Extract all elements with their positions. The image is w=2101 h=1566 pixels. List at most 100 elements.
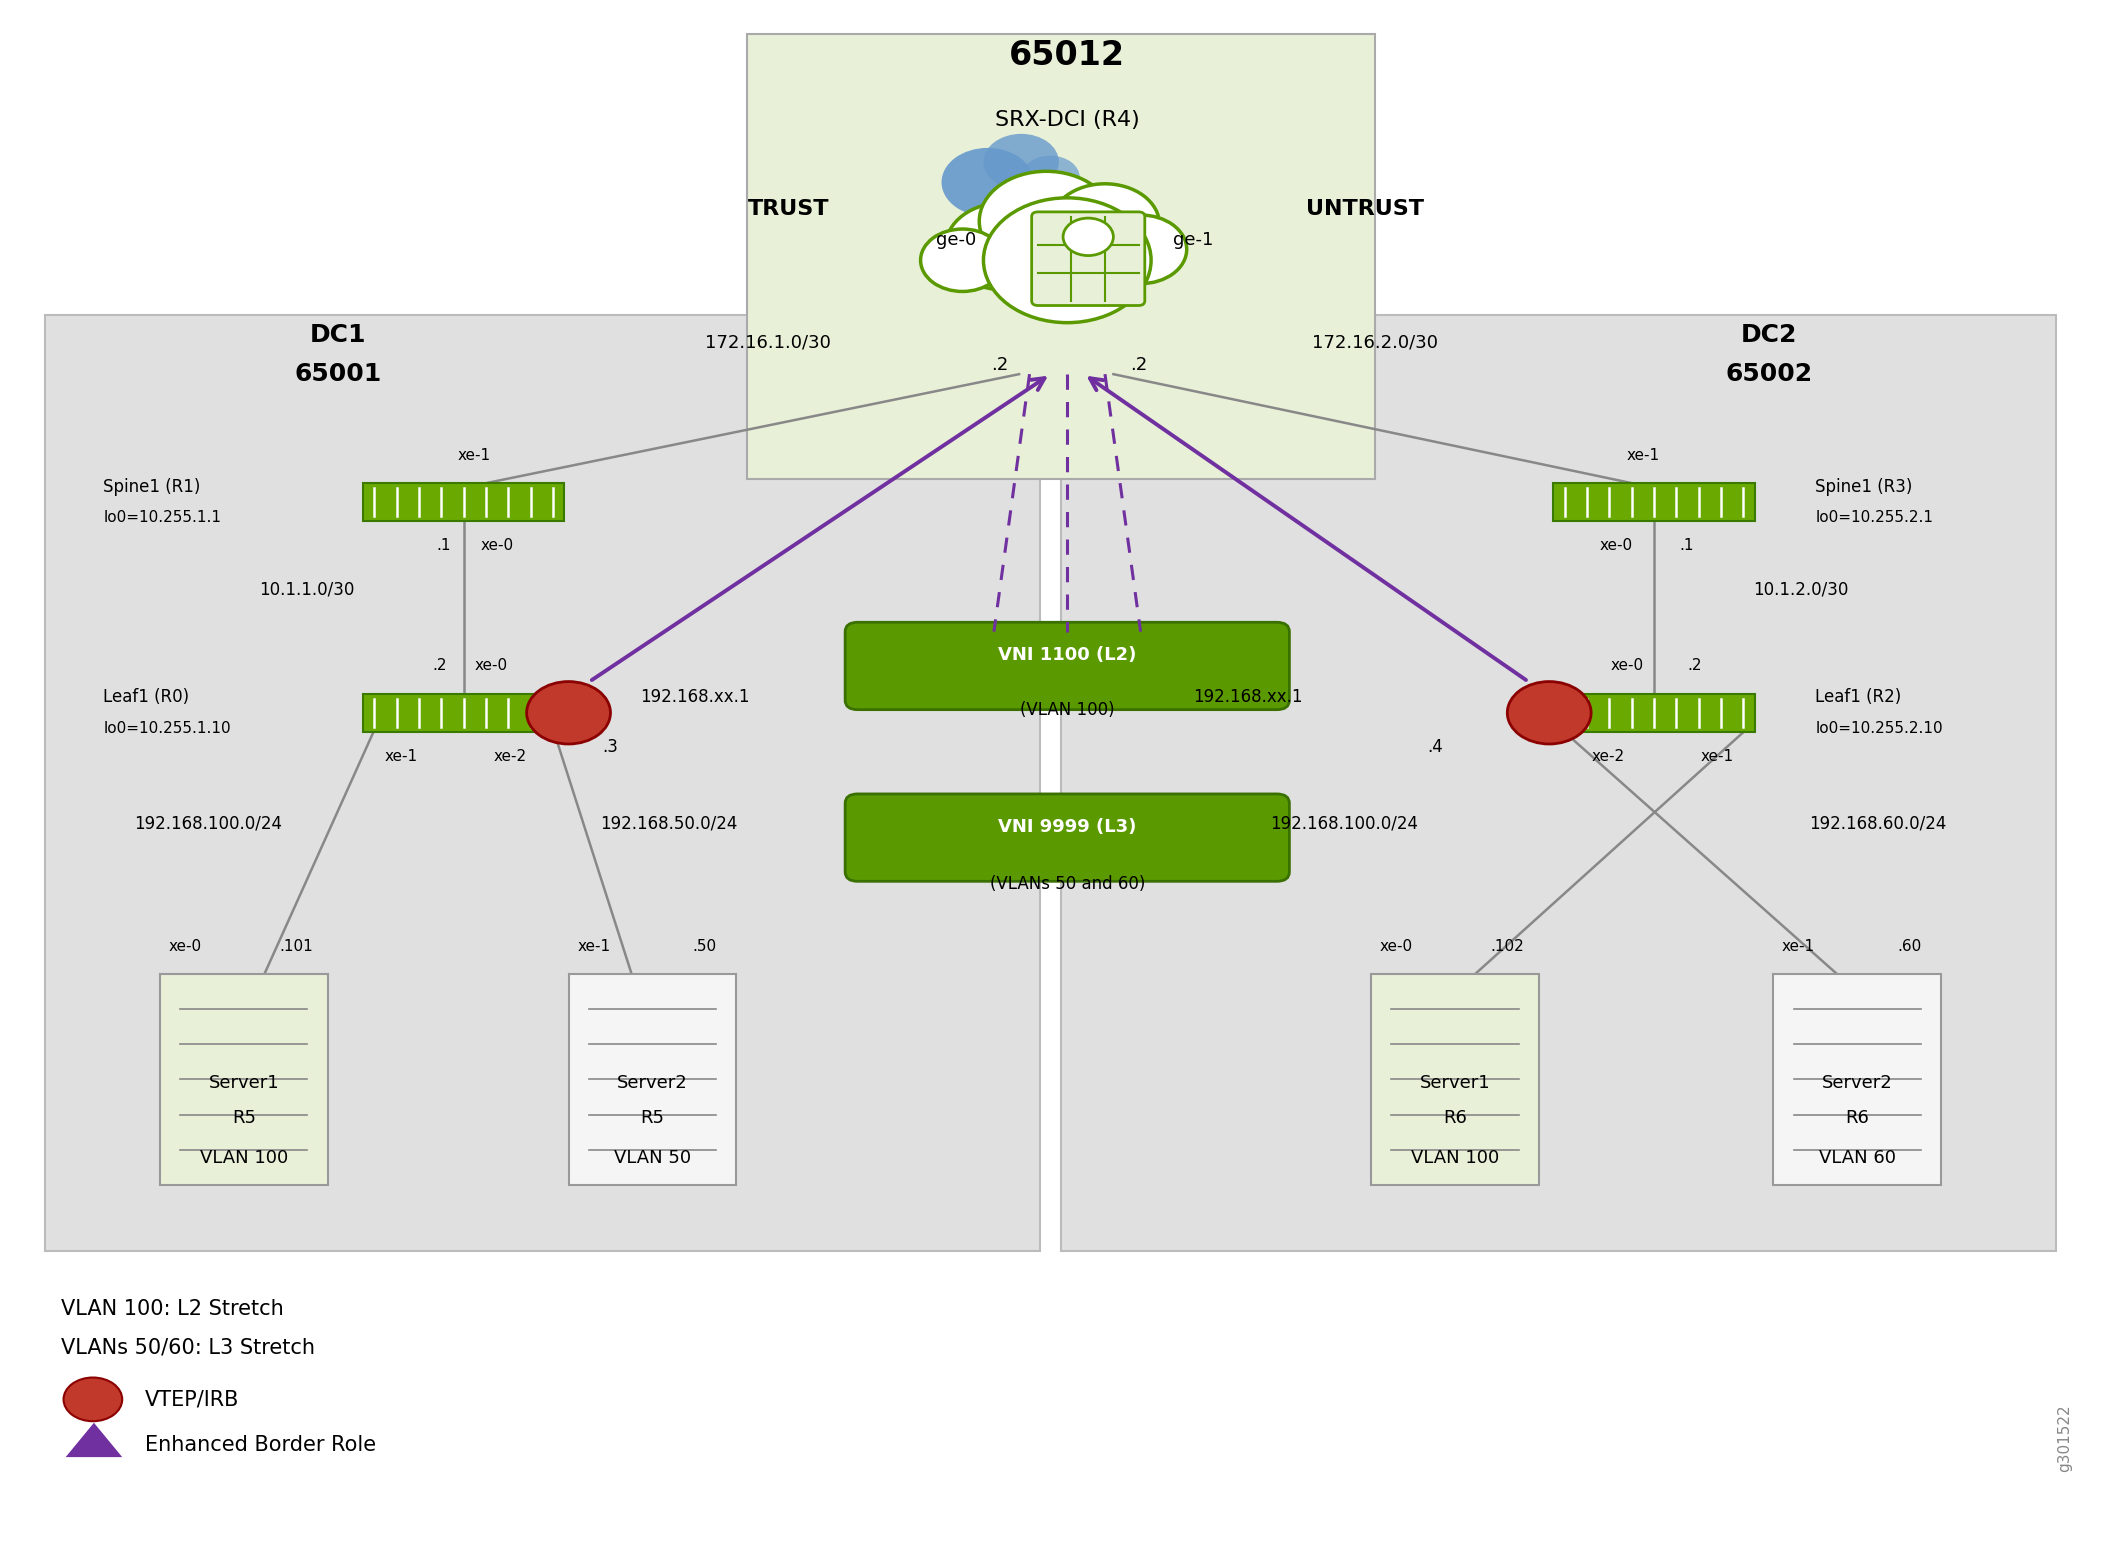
FancyBboxPatch shape (845, 794, 1290, 882)
Circle shape (1050, 183, 1160, 265)
FancyBboxPatch shape (1032, 211, 1145, 305)
Circle shape (1063, 218, 1114, 255)
Text: R6: R6 (1443, 1109, 1466, 1128)
Text: (VLANs 50 and 60): (VLANs 50 and 60) (990, 875, 1145, 894)
Polygon shape (65, 1423, 122, 1456)
Text: .3: .3 (603, 738, 618, 756)
Text: UNTRUST: UNTRUST (1307, 199, 1424, 219)
FancyBboxPatch shape (44, 315, 1040, 1251)
Text: Server2: Server2 (1822, 1074, 1893, 1092)
Text: 192.168.xx.1: 192.168.xx.1 (1193, 687, 1303, 706)
Circle shape (979, 171, 1114, 271)
Text: VTEP/IRB: VTEP/IRB (145, 1389, 240, 1409)
Text: 172.16.1.0/30: 172.16.1.0/30 (704, 334, 830, 352)
Text: .1: .1 (437, 539, 452, 553)
Text: .1: .1 (1679, 539, 1693, 553)
Text: .101: .101 (279, 940, 313, 954)
Text: DC1: DC1 (309, 323, 366, 348)
Text: 65012: 65012 (1008, 39, 1126, 72)
Text: ge-0: ge-0 (937, 230, 977, 249)
Text: VLAN 100: L2 Stretch: VLAN 100: L2 Stretch (61, 1298, 284, 1319)
Text: .60: .60 (1897, 940, 1922, 954)
Text: xe-0: xe-0 (1380, 940, 1412, 954)
Text: xe-0: xe-0 (475, 658, 506, 673)
Circle shape (941, 147, 1034, 216)
Text: 65001: 65001 (294, 362, 382, 387)
Text: 192.168.50.0/24: 192.168.50.0/24 (601, 814, 737, 833)
FancyBboxPatch shape (1553, 484, 1754, 521)
Text: 65002: 65002 (1725, 362, 1813, 387)
Text: lo0=10.255.1.10: lo0=10.255.1.10 (103, 720, 231, 736)
Text: xe-2: xe-2 (1590, 749, 1624, 764)
Text: VNI 9999 (L3): VNI 9999 (L3) (998, 817, 1137, 836)
Circle shape (1021, 155, 1080, 199)
Circle shape (527, 681, 611, 744)
Text: .2: .2 (1687, 658, 1702, 673)
Text: g301522: g301522 (2057, 1405, 2072, 1472)
Text: .4: .4 (1429, 738, 1443, 756)
Text: VNI 1100 (L2): VNI 1100 (L2) (998, 647, 1137, 664)
Text: VLAN 60: VLAN 60 (1819, 1148, 1895, 1167)
Text: R5: R5 (231, 1109, 256, 1128)
Text: 172.16.2.0/30: 172.16.2.0/30 (1313, 334, 1439, 352)
Circle shape (63, 1378, 122, 1422)
Text: Server1: Server1 (208, 1074, 279, 1092)
Text: 192.168.100.0/24: 192.168.100.0/24 (134, 814, 282, 833)
FancyBboxPatch shape (2, 3, 2099, 1563)
Text: SRX-DCI (R4): SRX-DCI (R4) (996, 110, 1139, 130)
Text: xe-0: xe-0 (1609, 658, 1643, 673)
Text: xe-1: xe-1 (458, 448, 492, 464)
FancyBboxPatch shape (363, 484, 565, 521)
Text: Server1: Server1 (1420, 1074, 1490, 1092)
Circle shape (983, 133, 1059, 189)
Text: Leaf1 (R2): Leaf1 (R2) (1815, 687, 1901, 706)
Text: TRUST: TRUST (748, 199, 830, 219)
Text: xe-0: xe-0 (481, 539, 513, 553)
Text: .2: .2 (433, 658, 448, 673)
Text: VLANs 50/60: L3 Stretch: VLANs 50/60: L3 Stretch (61, 1337, 315, 1358)
Text: .50: .50 (693, 940, 716, 954)
FancyBboxPatch shape (845, 622, 1290, 709)
Text: R5: R5 (641, 1109, 664, 1128)
Text: xe-2: xe-2 (494, 749, 527, 764)
Text: Spine1 (R3): Spine1 (R3) (1815, 478, 1912, 495)
Text: 10.1.2.0/30: 10.1.2.0/30 (1752, 581, 1849, 598)
Text: VLAN 100: VLAN 100 (200, 1148, 288, 1167)
FancyBboxPatch shape (160, 974, 328, 1185)
FancyBboxPatch shape (746, 34, 1376, 479)
Text: lo0=10.255.2.1: lo0=10.255.2.1 (1815, 511, 1933, 525)
FancyBboxPatch shape (1553, 694, 1754, 731)
Text: Spine1 (R1): Spine1 (R1) (103, 478, 202, 495)
Circle shape (1095, 215, 1187, 283)
FancyBboxPatch shape (363, 694, 565, 731)
Text: xe-1: xe-1 (1700, 749, 1733, 764)
Text: 192.168.60.0/24: 192.168.60.0/24 (1809, 814, 1948, 833)
FancyBboxPatch shape (569, 974, 735, 1185)
Text: 192.168.xx.1: 192.168.xx.1 (641, 687, 750, 706)
Text: VLAN 100: VLAN 100 (1410, 1148, 1498, 1167)
Text: .102: .102 (1490, 940, 1523, 954)
Text: Enhanced Border Role: Enhanced Border Role (145, 1434, 376, 1455)
Text: xe-1: xe-1 (1626, 448, 1660, 464)
Circle shape (920, 229, 1004, 291)
Text: xe-1: xe-1 (578, 940, 609, 954)
Text: xe-1: xe-1 (1782, 940, 1815, 954)
Text: lo0=10.255.2.10: lo0=10.255.2.10 (1815, 720, 1943, 736)
Circle shape (983, 197, 1151, 323)
FancyBboxPatch shape (1372, 974, 1538, 1185)
Text: (VLAN 100): (VLAN 100) (1019, 700, 1114, 719)
Text: Server2: Server2 (618, 1074, 687, 1092)
FancyBboxPatch shape (1061, 315, 2057, 1251)
Text: R6: R6 (1845, 1109, 1870, 1128)
Text: ge-1: ge-1 (1172, 230, 1212, 249)
Text: Leaf1 (R0): Leaf1 (R0) (103, 687, 189, 706)
Circle shape (945, 202, 1063, 290)
Text: 10.1.1.0/30: 10.1.1.0/30 (258, 581, 355, 598)
Text: xe-0: xe-0 (1599, 539, 1632, 553)
Text: .2: .2 (1130, 355, 1147, 374)
Text: 192.168.100.0/24: 192.168.100.0/24 (1269, 814, 1418, 833)
Text: xe-0: xe-0 (168, 940, 202, 954)
Text: VLAN 50: VLAN 50 (613, 1148, 691, 1167)
Text: xe-1: xe-1 (384, 749, 418, 764)
Circle shape (1506, 681, 1590, 744)
